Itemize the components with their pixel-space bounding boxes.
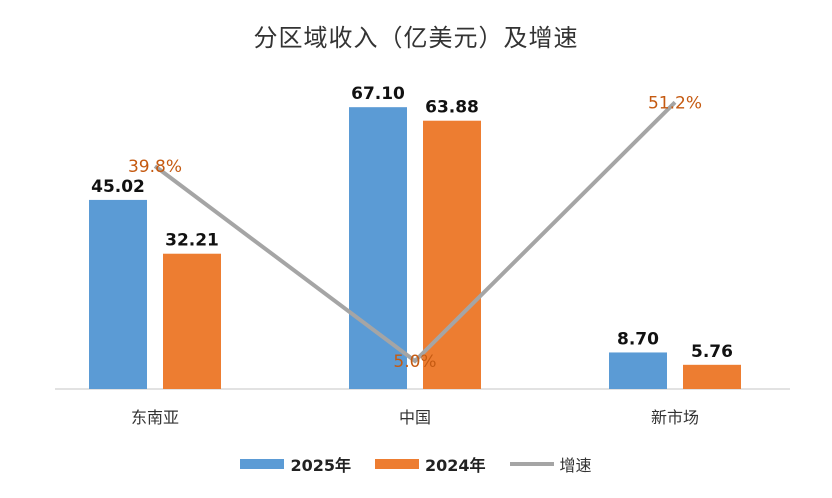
bar-2024年-东南亚 [163, 253, 221, 389]
bar-2024年-新市场 [683, 364, 741, 389]
legend-item-2025: 2025年 [240, 452, 351, 476]
legend-swatch-2025 [240, 459, 285, 469]
bar-label-2025年-中国: 67.10 [351, 84, 405, 104]
bar-2025年-新市场 [609, 352, 667, 389]
bar-2025年-中国 [349, 107, 407, 390]
growth-label-中国: 5.0% [393, 352, 436, 372]
category-label-中国: 中国 [399, 408, 431, 427]
legend: 2025年 2024年 增速 [0, 452, 832, 476]
legend-item-growth: 增速 [509, 452, 592, 476]
bar-2025年-东南亚 [89, 199, 147, 389]
legend-label-2025: 2025年 [290, 456, 351, 475]
chart-title: 分区域收入（亿美元）及增速 [253, 24, 579, 52]
bar-label-2024年-新市场: 5.76 [691, 342, 733, 362]
category-label-东南亚: 东南亚 [131, 408, 179, 427]
legend-swatch-growth [509, 462, 554, 466]
growth-line [153, 100, 677, 364]
bar-label-2025年-东南亚: 45.02 [91, 177, 145, 197]
bar-2024年-中国 [423, 120, 481, 389]
legend-label-growth: 增速 [559, 456, 592, 475]
legend-item-2024: 2024年 [374, 452, 486, 476]
growth-label-东南亚: 39.8% [128, 157, 182, 177]
category-label-新市场: 新市场 [651, 408, 699, 427]
bar-label-2024年-中国: 63.88 [425, 98, 479, 118]
growth-label-新市场: 51.2% [648, 93, 702, 113]
legend-swatch-2024 [374, 459, 419, 469]
bar-label-2024年-东南亚: 32.21 [165, 231, 219, 251]
bar-label-2025年-新市场: 8.70 [617, 329, 659, 349]
legend-label-2024: 2024年 [424, 456, 486, 475]
